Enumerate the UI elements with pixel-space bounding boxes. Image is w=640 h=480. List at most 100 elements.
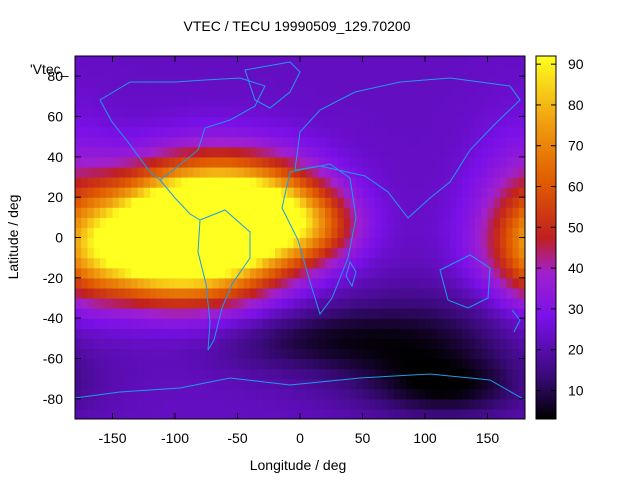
heatmap-cell [268, 318, 276, 329]
x-tick-label: 100 [413, 430, 437, 446]
heatmap-cell [218, 96, 226, 108]
heatmap-cell [412, 368, 420, 380]
heatmap-cell [275, 358, 282, 370]
heatmap-cell [212, 56, 220, 67]
heatmap-cell [193, 247, 201, 259]
heatmap-cell [337, 398, 345, 410]
heatmap-cell [462, 187, 470, 198]
heatmap-cell [131, 348, 139, 360]
heatmap-cell [475, 388, 482, 400]
heatmap-cell [356, 187, 364, 198]
y-tick-label: -60 [43, 351, 63, 367]
heatmap-cell [300, 358, 307, 370]
heatmap-cell [325, 187, 332, 198]
heatmap-cell [487, 388, 495, 400]
heatmap-cell [75, 308, 82, 319]
heatmap-cell [431, 338, 439, 350]
heatmap-cell [468, 247, 476, 259]
heatmap-cell [406, 308, 414, 319]
heatmap-cell [275, 318, 282, 329]
heatmap-cell [162, 287, 170, 299]
heatmap-cell [518, 408, 525, 419]
heatmap-cell [112, 308, 120, 319]
heatmap-cell [368, 287, 376, 299]
y-tick-label: -20 [43, 270, 63, 286]
heatmap-cell [118, 388, 126, 400]
heatmap-cell [206, 328, 214, 339]
heatmap-cell [125, 166, 132, 178]
heatmap-cell [493, 106, 501, 118]
heatmap-cell [187, 66, 195, 77]
heatmap-cell [281, 237, 289, 249]
heatmap-cell [131, 86, 139, 97]
heatmap-cell [106, 247, 114, 259]
heatmap-cell [325, 207, 332, 218]
heatmap-cell [87, 318, 95, 329]
y-tick-label: -80 [43, 391, 63, 407]
heatmap-cell [487, 66, 495, 77]
heatmap-cell [143, 257, 151, 269]
heatmap-cell [375, 116, 382, 128]
heatmap-cell [206, 207, 214, 218]
heatmap-cell [200, 277, 207, 289]
heatmap-cell [300, 348, 307, 360]
heatmap-cell [256, 237, 264, 249]
heatmap-cell [137, 116, 145, 128]
heatmap-cell [356, 308, 364, 319]
heatmap-cell [518, 197, 525, 208]
heatmap-cell [431, 56, 439, 67]
heatmap-cell [375, 237, 382, 249]
heatmap-cell [450, 96, 457, 108]
heatmap-cell [131, 207, 139, 218]
heatmap-cell [243, 408, 251, 419]
heatmap-cell [412, 217, 420, 229]
heatmap-cell [350, 187, 357, 198]
heatmap-cell [268, 358, 276, 370]
heatmap-cell [387, 156, 395, 168]
heatmap-cell [418, 408, 426, 419]
heatmap-cell [343, 187, 351, 198]
heatmap-cell [412, 76, 420, 87]
heatmap-cell [325, 368, 332, 380]
heatmap-cell [475, 338, 482, 350]
heatmap-cell [400, 257, 407, 269]
heatmap-cell [418, 398, 426, 410]
heatmap-cell [487, 318, 495, 329]
heatmap-cell [137, 126, 145, 138]
heatmap-cell [350, 156, 357, 168]
heatmap-cell [243, 227, 251, 239]
heatmap-cell [306, 358, 314, 370]
heatmap-cell [406, 237, 414, 249]
heatmap-cell [500, 96, 507, 108]
heatmap-cell [400, 106, 407, 118]
heatmap-cell [237, 56, 245, 67]
heatmap-cell [175, 146, 182, 158]
heatmap-cell [337, 348, 345, 360]
heatmap-cell [75, 146, 82, 158]
heatmap-cell [81, 197, 89, 208]
heatmap-cell [512, 217, 520, 229]
heatmap-cell [181, 197, 189, 208]
heatmap-cell [456, 338, 464, 350]
heatmap-cell [312, 136, 320, 148]
heatmap-cell [431, 166, 439, 178]
heatmap-cell [268, 106, 276, 118]
heatmap-cell [387, 267, 395, 279]
heatmap-cell [293, 257, 301, 269]
heatmap-cell [312, 217, 320, 229]
heatmap-cell [281, 398, 289, 410]
heatmap-cell [75, 408, 82, 419]
heatmap-cell [300, 156, 307, 168]
heatmap-cell [262, 166, 270, 178]
heatmap-cell [381, 197, 389, 208]
heatmap-cell [212, 247, 220, 259]
heatmap-cell [81, 166, 89, 178]
heatmap-cell [318, 308, 326, 319]
heatmap-cell [493, 126, 501, 138]
heatmap-cell [162, 146, 170, 158]
heatmap-cell [206, 398, 214, 410]
heatmap-cell [225, 368, 232, 380]
heatmap-cell [381, 287, 389, 299]
coastline-africa [281, 163, 357, 316]
heatmap-cell [281, 328, 289, 339]
